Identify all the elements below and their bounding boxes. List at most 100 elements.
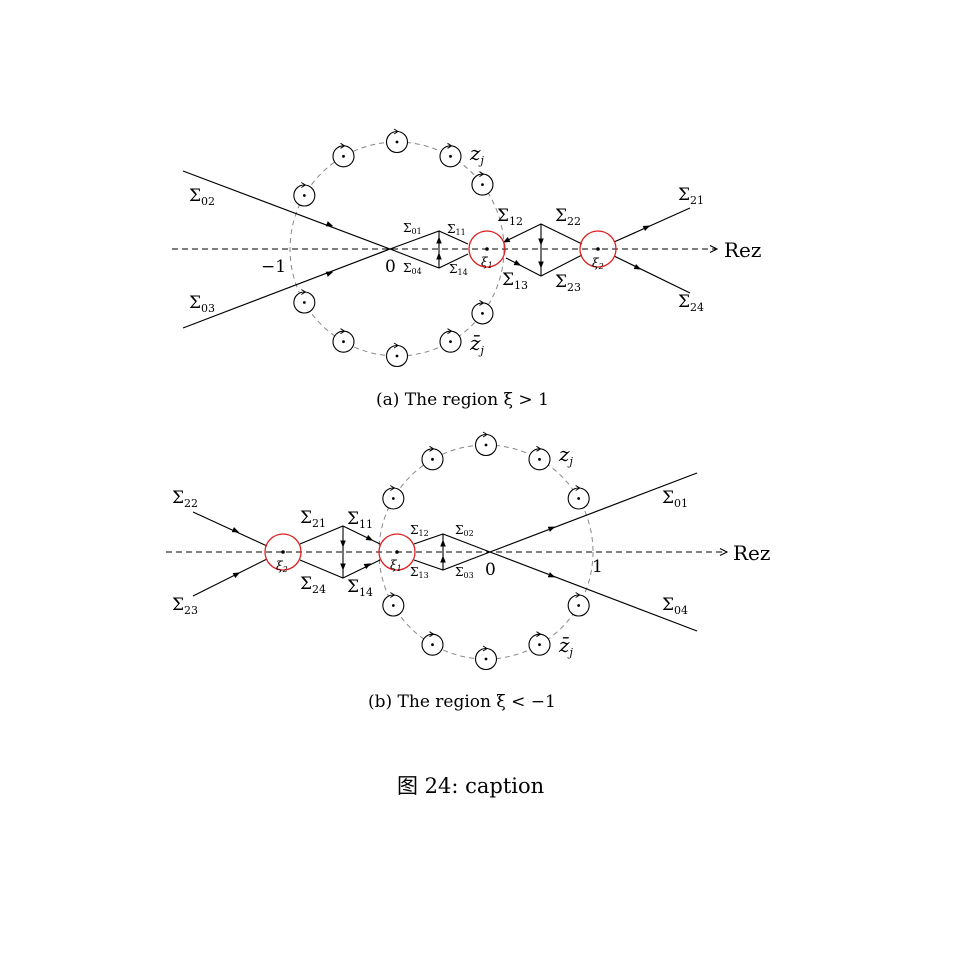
label-s11-a: Σ11	[447, 222, 466, 237]
lens-lower-xi1-xi2-a	[505, 254, 583, 277]
label-s14-b: Σ14	[347, 577, 373, 599]
a-pole-dot	[302, 301, 306, 304]
arrow-s14-b	[363, 563, 372, 570]
a-pole-orientation-arrow	[301, 182, 307, 188]
label-s22-a: Σ22	[555, 206, 581, 228]
xi1-dot-a	[485, 247, 489, 251]
pole-circles-b	[382, 431, 590, 671]
b-pole-dot	[391, 497, 395, 500]
label-s13-b: Σ13	[410, 565, 429, 580]
label-s04-a: Σ04	[403, 261, 422, 276]
label-s14-a: Σ14	[449, 262, 468, 277]
label-zj-a: zj	[469, 141, 485, 167]
b-pole-dot	[431, 457, 434, 461]
label-s12-a: Σ12	[497, 206, 523, 228]
a-pole-dot	[481, 311, 484, 315]
b-pole-orientation-arrow	[482, 431, 488, 438]
label-s21-b: Σ21	[300, 508, 326, 530]
arrow-s03-a	[325, 271, 334, 277]
a-pole-dot	[449, 154, 452, 158]
label-zero-a: 0	[385, 257, 396, 277]
ray-s21-a	[613, 207, 691, 243]
a-pole-orientation-arrow	[340, 142, 346, 149]
label-s11-b: Σ11	[347, 509, 373, 531]
b-pole-orientation-arrow	[536, 445, 542, 452]
a-pole-orientation-arrow	[447, 142, 453, 149]
label-s13-a: Σ13	[502, 270, 528, 292]
a-pole-orientation-arrow	[301, 289, 307, 295]
b-pole-orientation-arrow	[482, 645, 488, 652]
pole-circles-a	[293, 128, 494, 368]
b-pole-dot	[484, 443, 488, 447]
label-s04-b: Σ04	[662, 595, 688, 617]
arrow-s02-a	[325, 221, 334, 227]
a-pole-dot	[302, 194, 306, 197]
b-pole-dot	[538, 643, 541, 647]
label-xi1-b: ξ1	[390, 558, 402, 573]
b-pole-dot	[391, 604, 395, 607]
label-s03-a: Σ03	[189, 293, 215, 315]
ray-s23-b	[192, 558, 268, 597]
b-pole-orientation-arrow	[575, 592, 581, 598]
figure-b: Σ22 Σ23 Σ21 Σ24 Σ11 Σ14 Σ12 Σ13 Σ02 Σ03 …	[166, 431, 770, 712]
xi1-circle-b	[378, 533, 416, 571]
label-s12-b: Σ12	[410, 523, 429, 538]
ray-s02-a	[182, 170, 391, 250]
caption-a: (a) The region ξ > 1	[376, 390, 549, 410]
label-zero-b: 0	[485, 560, 496, 580]
xi2-dot-a	[596, 247, 600, 251]
label-s23-b: Σ23	[172, 595, 198, 617]
lens-lower-xi1-0-b	[413, 551, 491, 571]
a-pole-dot	[449, 340, 452, 344]
xi2-circle-a	[579, 230, 617, 268]
caption-b: (b) The region ξ < −1	[368, 692, 556, 712]
a-pole-orientation-arrow	[340, 328, 346, 335]
ray-s01-b	[489, 472, 698, 553]
ray-s04-b	[489, 551, 698, 632]
label-s21-a: Σ21	[678, 185, 704, 207]
a-pole-dot	[342, 154, 345, 158]
label-zbarj-b: z̄j	[558, 633, 574, 659]
ray-s03-a	[182, 248, 391, 329]
a-pole-dot	[342, 340, 345, 344]
a-pole-orientation-arrow	[447, 328, 453, 335]
label-xi1-a: ξ1	[481, 255, 493, 270]
main-caption: 图 24: caption	[397, 774, 544, 798]
a-pole-dot	[395, 140, 399, 144]
label-s01-a: Σ01	[403, 221, 422, 236]
xi1-dot-b	[395, 550, 399, 554]
label-minus-one-a: −1	[261, 257, 286, 277]
b-pole-dot	[431, 643, 434, 647]
b-pole-dot	[538, 457, 541, 461]
a-pole-dot	[395, 354, 399, 358]
b-pole-dot	[577, 497, 581, 500]
a-pole-orientation-arrow	[479, 299, 485, 306]
label-xi2-b: ξ2	[276, 559, 288, 574]
a-pole-orientation-arrow	[393, 128, 399, 135]
xi1-circle-a	[468, 230, 506, 268]
label-s03-b: Σ03	[455, 565, 474, 580]
label-s01-b: Σ01	[662, 488, 688, 510]
ray-s22-b	[192, 511, 268, 547]
label-zbarj-a: z̄j	[469, 331, 485, 357]
b-pole-dot	[484, 657, 488, 661]
b-pole-orientation-arrow	[390, 592, 396, 598]
b-pole-orientation-arrow	[429, 445, 435, 452]
label-s02-a: Σ02	[189, 186, 215, 208]
a-pole-orientation-arrow	[393, 342, 399, 349]
axis-label-b: Rez	[733, 541, 770, 565]
xi2-circle-b	[264, 533, 302, 571]
label-s23-a: Σ23	[555, 272, 581, 294]
b-pole-dot	[577, 604, 581, 607]
label-zj-b: zj	[558, 442, 574, 468]
b-pole-orientation-arrow	[429, 631, 435, 638]
label-s22-b: Σ22	[172, 488, 198, 510]
a-pole-orientation-arrow	[479, 171, 485, 178]
figure-a: Σ02 Σ03 Σ01 Σ04 Σ11 Σ14 Σ12 Σ13 Σ22 Σ23 …	[172, 128, 761, 410]
a-pole-dot	[481, 183, 484, 187]
label-one-b: 1	[592, 557, 603, 577]
b-pole-orientation-arrow	[536, 631, 542, 638]
label-s02-b: Σ02	[455, 523, 474, 538]
b-pole-orientation-arrow	[390, 485, 396, 491]
